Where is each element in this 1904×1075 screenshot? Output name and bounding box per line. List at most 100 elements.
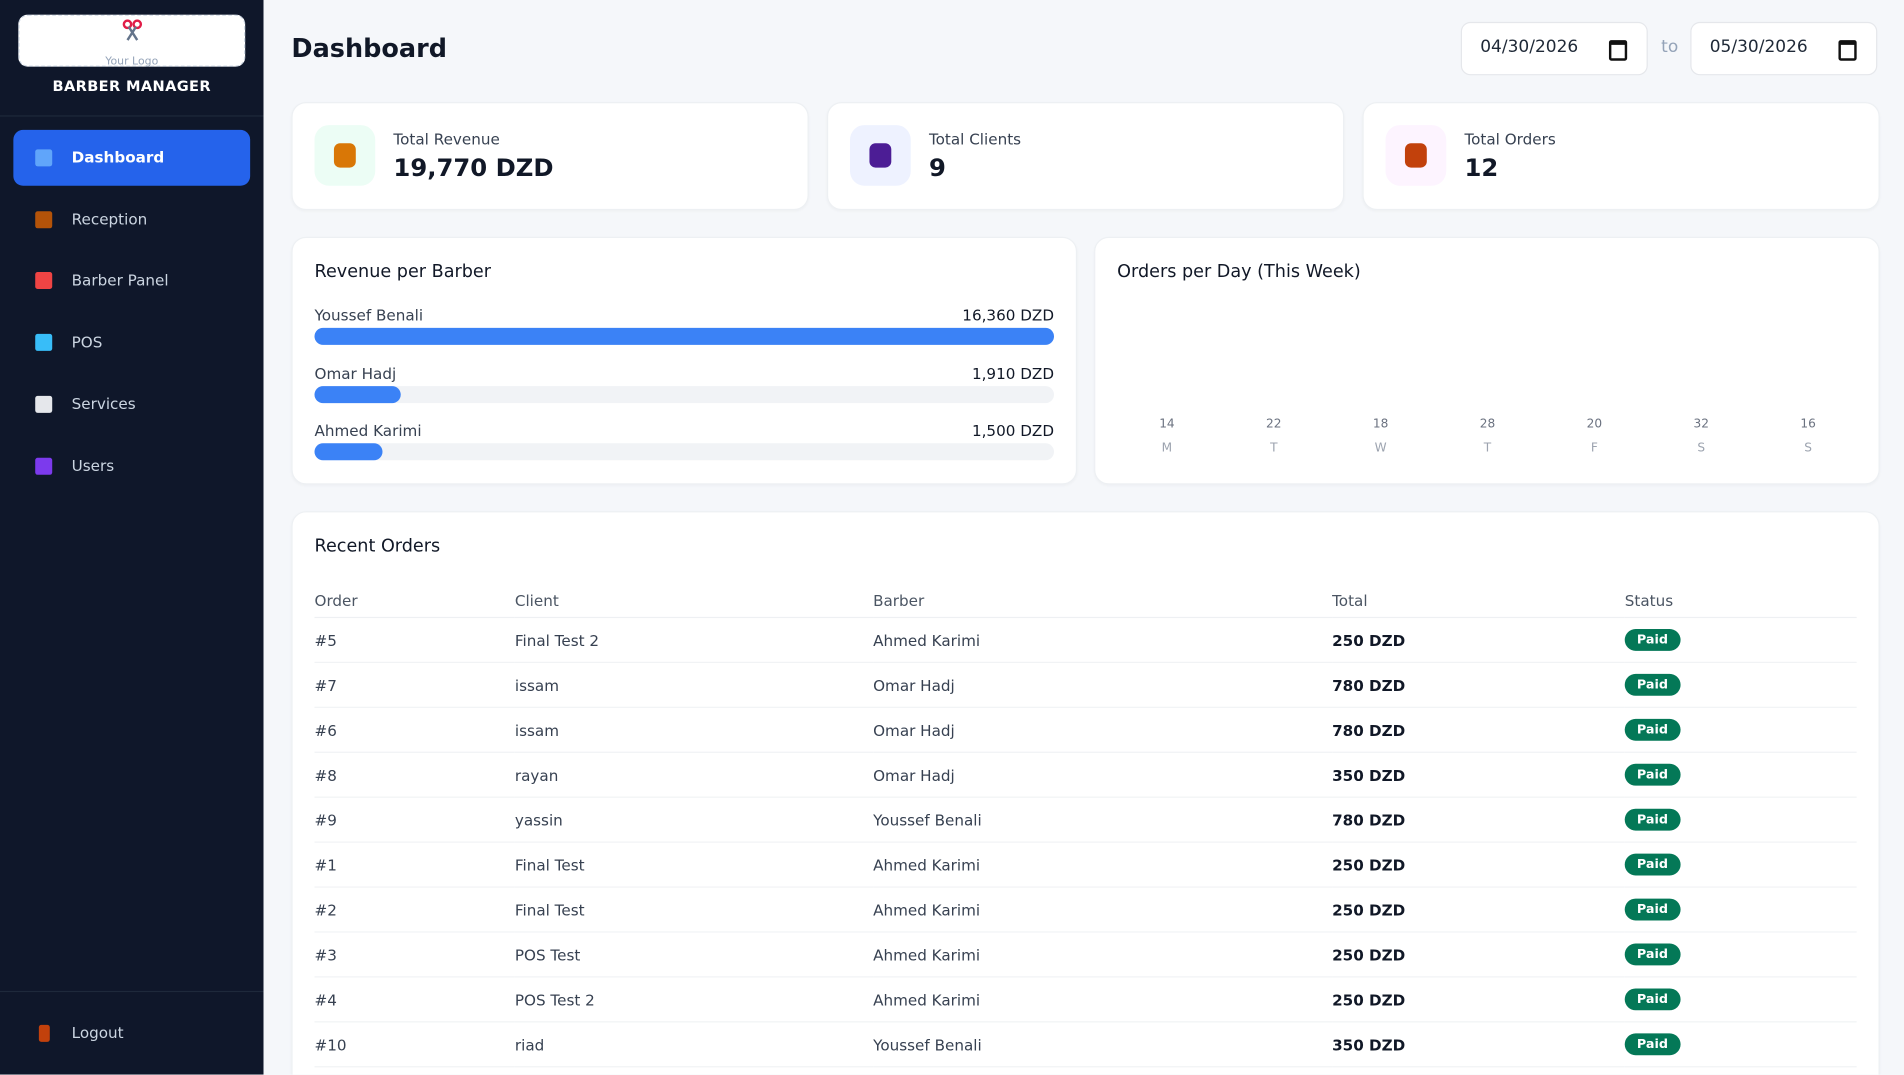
date-from[interactable]: 04/30/2026 bbox=[1460, 21, 1648, 76]
stat-value: 9 bbox=[928, 153, 946, 183]
bar-row: Youssef Benali 16,360 DZD bbox=[314, 306, 1055, 355]
stat-icon bbox=[850, 125, 911, 186]
client: rayan bbox=[514, 752, 874, 798]
recent-orders-card: Recent Orders Order Client Barber Total Stat… bbox=[291, 511, 1880, 1075]
status-badge: Paid bbox=[1624, 988, 1681, 1011]
nav-item[interactable]: Services bbox=[13, 376, 250, 432]
total: 250 DZD bbox=[1332, 617, 1625, 664]
icon bbox=[35, 334, 53, 352]
barber: Omar Hadj bbox=[873, 707, 1333, 753]
nav-label[interactable]: Dashboard bbox=[71, 148, 165, 167]
barber: Ahmed Karimi bbox=[873, 976, 1333, 1023]
card-title: Orders per Day (This Week) bbox=[1117, 262, 1361, 282]
date-text[interactable]: 05/30/2026 bbox=[1709, 37, 1808, 58]
bar-track bbox=[314, 385, 1055, 403]
day-value: 18 bbox=[1372, 417, 1389, 432]
header-row: Order Client Barber Total Status bbox=[314, 582, 1857, 619]
date-to[interactable]: 05/30/2026 bbox=[1690, 21, 1878, 76]
status-cell: Paid bbox=[1624, 617, 1857, 664]
stat-card: Total Revenue 19,770 DZD bbox=[291, 102, 809, 211]
stat-card: Total Orders 12 bbox=[1362, 102, 1880, 211]
stat-icon bbox=[314, 125, 376, 186]
day-value: 14 bbox=[1159, 417, 1175, 432]
nav-item[interactable]: Barber Panel bbox=[13, 253, 250, 309]
order-row: #6 issam Omar Hadj 780 DZD Paid bbox=[314, 707, 1857, 753]
nav-item[interactable]: Dashboard bbox=[13, 129, 251, 186]
client: issam bbox=[514, 707, 874, 753]
barber: Omar Hadj bbox=[873, 662, 1333, 708]
status-cell: Paid bbox=[1624, 707, 1857, 753]
nav-label[interactable]: Barber Panel bbox=[71, 271, 169, 290]
status-cell: Paid bbox=[1624, 842, 1857, 888]
icon bbox=[35, 272, 53, 290]
total: 780 DZD bbox=[1332, 797, 1625, 843]
order-id: #9 bbox=[314, 797, 515, 843]
icon bbox=[35, 210, 53, 228]
barber-name: Omar Hadj bbox=[314, 363, 397, 382]
order-id: #6 bbox=[314, 707, 515, 753]
date-text[interactable]: 04/30/2026 bbox=[1480, 37, 1579, 58]
bar bbox=[314, 327, 1055, 345]
icon-glyph bbox=[1404, 143, 1427, 168]
barber: Ahmed Karimi bbox=[873, 931, 1333, 978]
status-cell: Paid bbox=[1624, 976, 1857, 1023]
day-column: 16 S bbox=[1772, 418, 1845, 456]
column-header: Client bbox=[514, 582, 874, 619]
bar-track bbox=[314, 443, 1055, 461]
nav-label[interactable]: Services bbox=[71, 394, 136, 413]
order-row: #7 issam Omar Hadj 780 DZD Paid bbox=[314, 662, 1857, 708]
calendar-icon bbox=[1608, 40, 1628, 61]
day-column: 22 T bbox=[1237, 418, 1310, 456]
barber: Youssef Benali bbox=[873, 797, 1333, 843]
logout-label[interactable]: Logout bbox=[71, 1023, 124, 1042]
icon bbox=[35, 149, 53, 167]
status-badge: Paid bbox=[1624, 673, 1681, 696]
total: 250 DZD bbox=[1332, 931, 1625, 978]
order-id: #7 bbox=[314, 662, 515, 708]
client: Final Test bbox=[514, 887, 874, 933]
stat-card: Total Clients 9 bbox=[826, 102, 1345, 211]
stat-label: Total Clients bbox=[928, 129, 1022, 149]
brand: BARBER MANAGER bbox=[52, 77, 211, 95]
nav-label[interactable]: Users bbox=[71, 455, 115, 475]
order-id: #1 bbox=[314, 842, 515, 888]
barber-name: Youssef Benali bbox=[314, 306, 424, 325]
icon bbox=[38, 1024, 50, 1042]
value-label: 1,500 DZD bbox=[971, 421, 1055, 440]
nav-item[interactable]: Users bbox=[13, 438, 250, 494]
logout[interactable]: Logout bbox=[13, 1005, 250, 1061]
bar-row: Omar Hadj 1,910 DZD bbox=[314, 363, 1055, 413]
value-label: 16,360 DZD bbox=[962, 306, 1055, 325]
icon bbox=[35, 395, 53, 413]
nav-item[interactable]: POS bbox=[13, 315, 250, 371]
status-cell: Paid bbox=[1624, 931, 1857, 978]
column-header: Total bbox=[1332, 582, 1625, 619]
order-row: #2 Final Test Ahmed Karimi 250 DZD Paid bbox=[314, 887, 1857, 933]
nav-item[interactable]: Reception bbox=[13, 191, 250, 247]
order-id: #4 bbox=[314, 976, 515, 1023]
bar-track bbox=[314, 327, 1055, 345]
order-id: #10 bbox=[314, 1021, 515, 1068]
nav-label[interactable]: POS bbox=[71, 332, 103, 352]
card-title: Recent Orders bbox=[314, 536, 441, 557]
status-cell: Paid bbox=[1624, 887, 1857, 933]
order-row: #10 riad Youssef Benali 350 DZD Paid bbox=[314, 1021, 1857, 1068]
status-badge: Paid bbox=[1624, 629, 1681, 651]
barber: Ahmed Karimi bbox=[873, 887, 1333, 933]
nav-label[interactable]: Reception bbox=[71, 209, 148, 228]
day-label: W bbox=[1374, 442, 1387, 456]
order-row: #8 rayan Omar Hadj 350 DZD Paid bbox=[314, 752, 1857, 798]
logo: Your Logo bbox=[18, 14, 246, 68]
client: yassin bbox=[514, 797, 874, 843]
orders-table: Order Client Barber Total Status #5 Final Test… bbox=[314, 582, 1857, 1068]
icon-glyph bbox=[333, 143, 356, 168]
day-label: M bbox=[1161, 442, 1173, 456]
day-value: 16 bbox=[1800, 417, 1816, 432]
column-header: Barber bbox=[873, 582, 1333, 619]
order-row: #3 POS Test Ahmed Karimi 250 DZD Paid bbox=[314, 931, 1857, 978]
day-column: 32 S bbox=[1665, 418, 1738, 456]
total: 250 DZD bbox=[1332, 842, 1625, 888]
client: Final Test 2 bbox=[514, 617, 874, 664]
status-badge: Paid bbox=[1624, 808, 1681, 831]
bar bbox=[314, 443, 383, 461]
